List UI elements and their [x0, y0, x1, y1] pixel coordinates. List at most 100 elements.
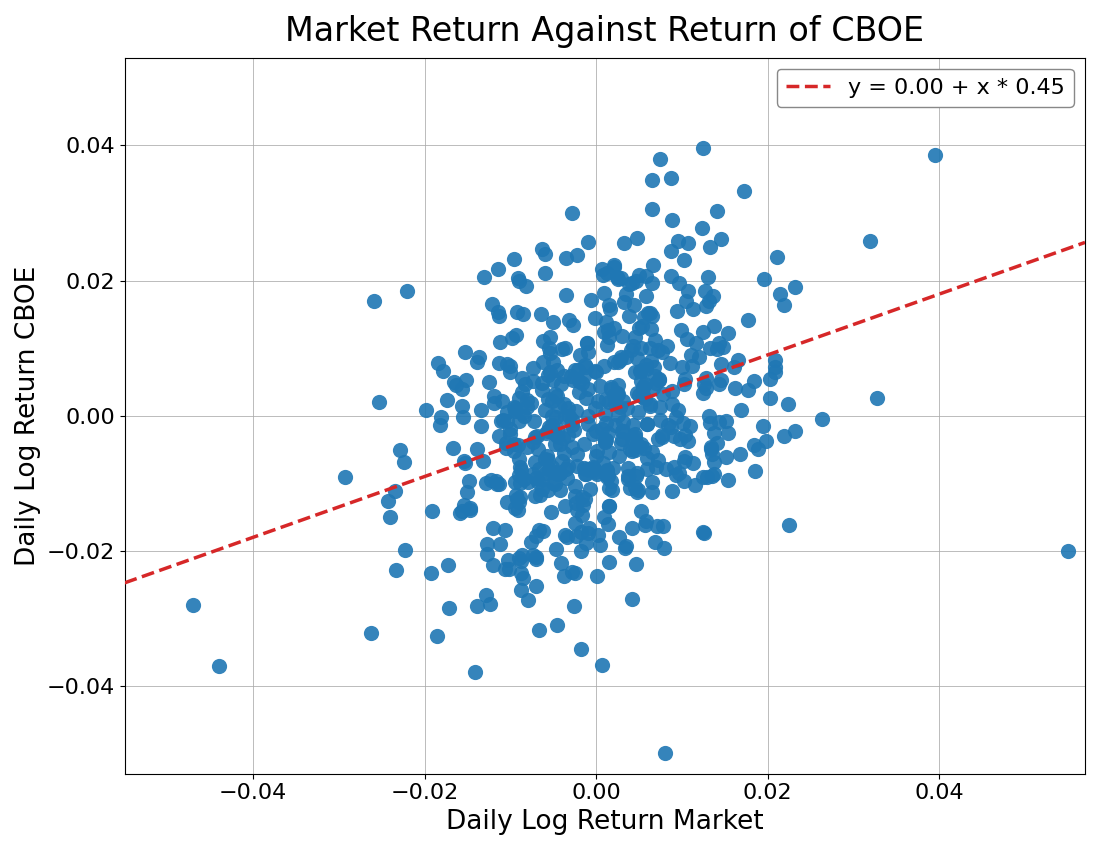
Point: [562, 369, 580, 382]
Point: [563, 413, 581, 427]
Point: [651, 372, 669, 386]
Point: [627, 557, 645, 570]
Point: [581, 482, 598, 496]
Point: [663, 384, 681, 398]
Point: [593, 659, 611, 672]
Point: [541, 366, 559, 379]
Point: [634, 390, 651, 404]
Point: [647, 535, 664, 548]
Point: [705, 320, 723, 333]
Point: [596, 407, 614, 421]
Point: [776, 298, 793, 312]
Point: [651, 152, 669, 166]
Point: [580, 416, 597, 430]
Point: [656, 541, 673, 555]
Point: [565, 566, 583, 580]
Point: [638, 417, 656, 431]
Point: [621, 481, 639, 495]
Point: [490, 309, 507, 323]
Point: [587, 366, 605, 379]
Point: [505, 252, 522, 266]
Point: [387, 563, 405, 576]
Point: [683, 359, 701, 372]
Point: [767, 360, 784, 374]
Point: [726, 381, 744, 394]
Point: [431, 418, 449, 432]
Point: [685, 479, 703, 492]
Point: [694, 141, 712, 155]
Point: [638, 362, 656, 376]
Point: [608, 388, 626, 402]
Point: [630, 269, 648, 282]
Point: [513, 554, 530, 568]
Point: [497, 441, 515, 455]
Point: [185, 598, 202, 612]
Point: [517, 280, 535, 293]
Point: [629, 484, 647, 497]
Point: [429, 356, 447, 370]
Point: [638, 462, 656, 476]
Point: [544, 373, 562, 387]
Point: [547, 437, 564, 451]
Point: [578, 536, 595, 549]
Point: [628, 485, 646, 499]
Point: [515, 473, 532, 486]
Point: [642, 201, 660, 215]
Point: [632, 364, 650, 377]
Point: [337, 470, 354, 484]
Point: [694, 470, 712, 484]
Point: [484, 297, 502, 310]
Point: [605, 355, 623, 369]
Point: [549, 467, 566, 480]
Point: [576, 492, 594, 506]
Point: [676, 295, 694, 309]
Point: [614, 329, 631, 343]
Point: [602, 382, 619, 396]
Point: [379, 494, 397, 507]
Point: [595, 456, 613, 470]
Point: [614, 424, 631, 438]
Point: [598, 468, 616, 481]
Point: [598, 266, 616, 280]
Point: [668, 468, 685, 482]
Point: [638, 451, 656, 465]
Point: [561, 314, 579, 327]
Point: [654, 519, 672, 533]
Point: [606, 418, 624, 432]
Point: [505, 400, 522, 413]
Point: [510, 490, 528, 503]
Point: [632, 437, 650, 451]
Point: [528, 552, 546, 566]
Point: [526, 431, 543, 445]
Point: [392, 444, 409, 457]
Point: [614, 416, 631, 429]
Point: [676, 372, 694, 386]
Point: [540, 462, 558, 475]
Point: [761, 392, 779, 405]
Point: [502, 422, 519, 436]
Point: [642, 485, 660, 499]
Point: [582, 293, 600, 307]
Point: [478, 547, 496, 560]
Point: [708, 343, 726, 356]
Point: [708, 204, 726, 218]
Point: [605, 388, 623, 402]
Point: [580, 235, 597, 248]
Point: [530, 624, 548, 638]
Point: [749, 442, 767, 456]
Point: [508, 492, 526, 506]
Point: [649, 432, 667, 445]
Point: [572, 545, 590, 558]
Point: [615, 236, 632, 250]
Point: [506, 405, 524, 418]
Point: [608, 386, 626, 400]
Point: [674, 416, 692, 430]
Point: [605, 320, 623, 334]
Point: [651, 400, 669, 414]
Point: [732, 447, 749, 461]
Point: [586, 465, 604, 479]
Point: [758, 434, 776, 447]
Point: [559, 428, 576, 442]
Point: [512, 583, 529, 597]
Point: [553, 455, 571, 468]
